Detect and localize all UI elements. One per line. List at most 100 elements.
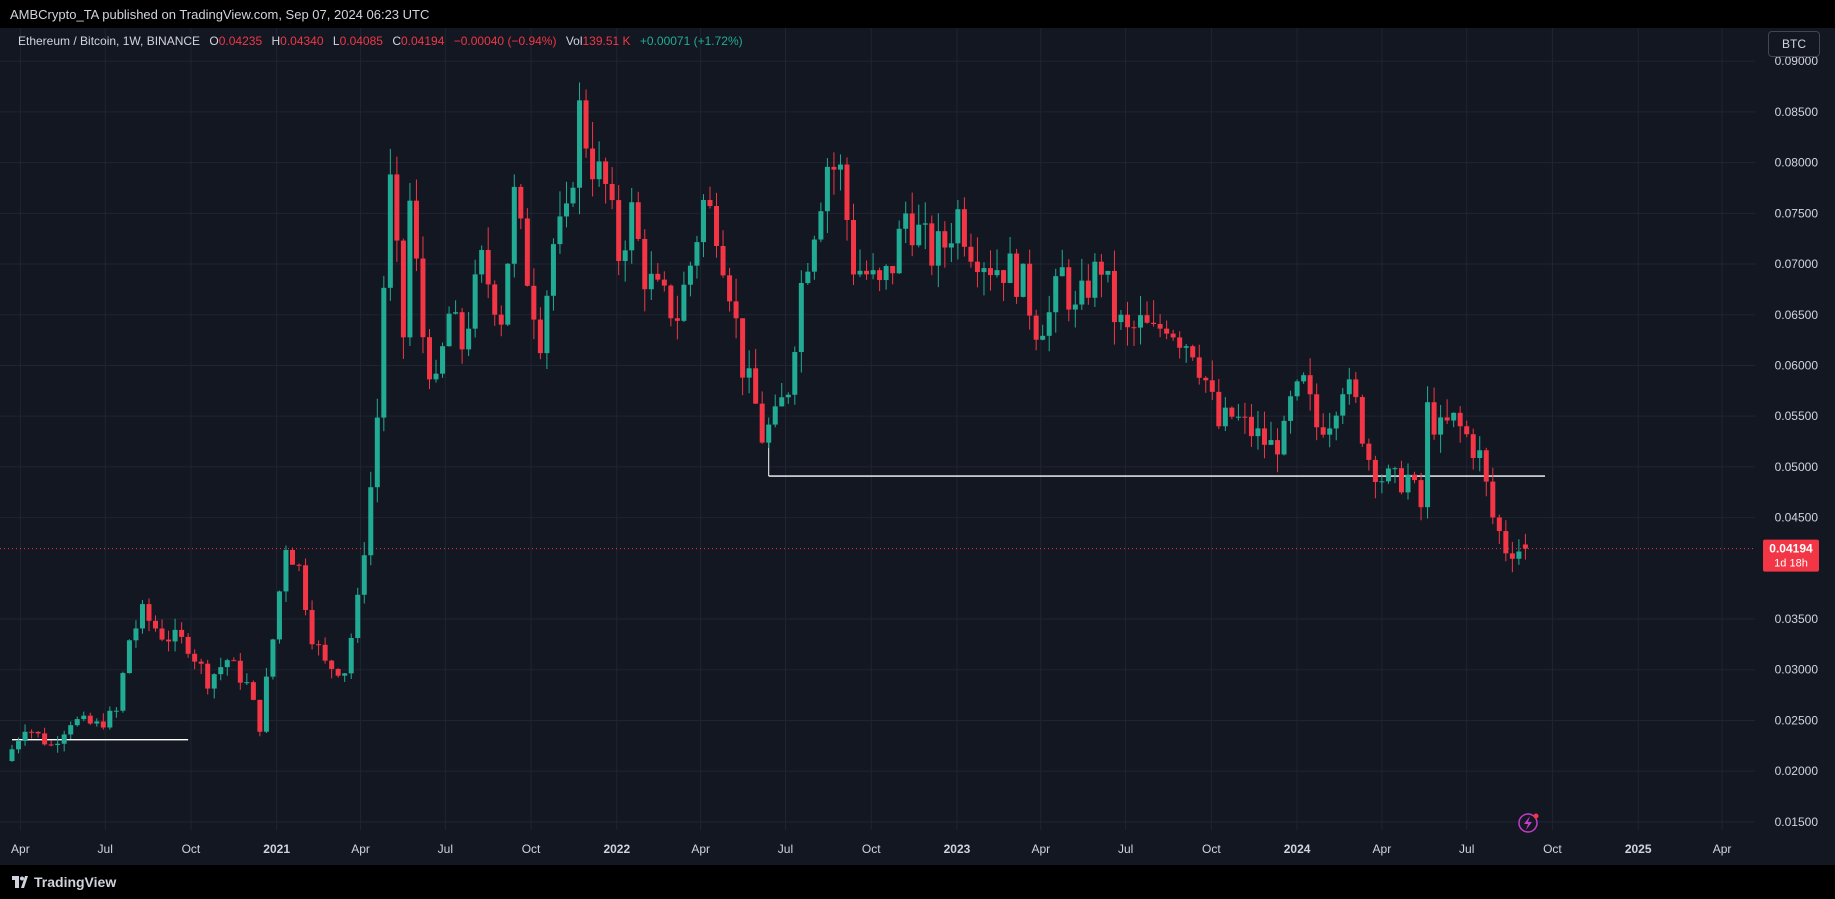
candle-body bbox=[1131, 327, 1137, 329]
candle-body bbox=[400, 240, 406, 338]
candle-body bbox=[146, 604, 152, 621]
y-tick-label: 0.07000 bbox=[1775, 257, 1819, 271]
candle-body bbox=[557, 216, 563, 245]
price-chart[interactable]: 0.09000 0.08500 0.08000 0.07500 0.07000 0.065… bbox=[0, 28, 1835, 865]
candle-body bbox=[1209, 380, 1215, 392]
candle-body bbox=[1098, 261, 1104, 275]
candle-body bbox=[811, 239, 817, 272]
candle-body bbox=[309, 610, 315, 645]
candle-body bbox=[139, 604, 145, 629]
candle-body bbox=[1183, 346, 1189, 348]
candle-body bbox=[433, 373, 439, 380]
candle-body bbox=[948, 243, 954, 248]
price-axis[interactable]: 0.09000 0.08500 0.08000 0.07500 0.07000 0.065… bbox=[1775, 54, 1819, 829]
x-tick-label: Oct bbox=[1202, 842, 1221, 856]
candle-body bbox=[909, 213, 915, 246]
candle-body bbox=[1085, 280, 1091, 298]
candle-body bbox=[74, 719, 80, 726]
candle-body bbox=[413, 200, 419, 259]
y-tick-label: 0.03000 bbox=[1775, 663, 1819, 677]
candle-body bbox=[394, 174, 400, 241]
candle-body bbox=[955, 209, 961, 244]
candle-body bbox=[1033, 315, 1039, 340]
candle-body bbox=[1151, 322, 1157, 325]
y-tick-label: 0.04500 bbox=[1775, 511, 1819, 525]
candle-body bbox=[48, 744, 54, 746]
candle-body bbox=[270, 639, 276, 677]
x-tick-label: Oct bbox=[522, 842, 541, 856]
y-tick-label: 0.02500 bbox=[1775, 713, 1819, 727]
candle-body bbox=[446, 313, 452, 347]
candle-body bbox=[805, 271, 811, 283]
candle-body bbox=[198, 661, 204, 664]
last-price-countdown: 1d 18h bbox=[1774, 558, 1808, 570]
candle-body bbox=[1294, 381, 1300, 397]
candle-body bbox=[472, 274, 478, 329]
x-tick-label: 2024 bbox=[1284, 842, 1311, 856]
currency-button[interactable]: BTC bbox=[1768, 31, 1820, 57]
candle-body bbox=[1451, 412, 1457, 421]
candle-body bbox=[616, 200, 622, 262]
ohlc-legend: Ethereum / Bitcoin, 1W, BINANCE O0.04235… bbox=[18, 34, 743, 48]
candle-body bbox=[550, 244, 556, 296]
x-tick-label: Apr bbox=[11, 842, 30, 856]
candle-body bbox=[218, 667, 224, 675]
candle-body bbox=[1464, 426, 1470, 435]
vol-value: 139.51 K bbox=[582, 34, 631, 48]
candle-body bbox=[1327, 428, 1333, 435]
candle-body bbox=[1346, 379, 1352, 395]
x-tick-label: Jul bbox=[438, 842, 453, 856]
candle-body bbox=[922, 223, 928, 225]
x-tick-label: Jul bbox=[778, 842, 793, 856]
candle-body bbox=[426, 337, 432, 380]
x-tick-label: 2025 bbox=[1625, 842, 1652, 856]
candle-body bbox=[981, 268, 987, 273]
candle-body bbox=[1477, 450, 1483, 458]
symbol-title[interactable]: Ethereum / Bitcoin, 1W, BINANCE bbox=[18, 34, 201, 48]
tradingview-brand[interactable]: TradingView bbox=[12, 874, 116, 890]
time-axis[interactable]: Apr Jul Oct 2021 Apr Jul Oct 2022 Apr Jul Oct 2023 A… bbox=[11, 842, 1731, 856]
candle-body bbox=[1164, 328, 1170, 334]
candle-body bbox=[35, 731, 41, 734]
candle-body bbox=[192, 653, 198, 662]
candle-body bbox=[857, 270, 863, 275]
chart-area[interactable] bbox=[0, 28, 1835, 865]
candle-body bbox=[1105, 270, 1111, 275]
candle-body bbox=[244, 682, 250, 684]
candle-body bbox=[524, 218, 530, 286]
candle-body bbox=[505, 263, 511, 325]
candle-body bbox=[916, 224, 922, 246]
candle-body bbox=[231, 660, 237, 662]
publish-text: AMBCrypto_TA published on TradingView.co… bbox=[10, 6, 430, 22]
candle-body bbox=[407, 200, 413, 338]
candle-body bbox=[596, 161, 602, 180]
candle-body bbox=[798, 282, 804, 353]
candle-body bbox=[1040, 335, 1046, 340]
candle-body bbox=[1235, 416, 1241, 418]
low-value: 0.04085 bbox=[339, 34, 383, 48]
candle-body bbox=[818, 211, 824, 240]
candle-body bbox=[172, 629, 178, 642]
candle-body bbox=[603, 161, 609, 184]
candle-body bbox=[485, 249, 491, 285]
candle-body bbox=[153, 620, 159, 629]
candle-body bbox=[185, 636, 191, 654]
candle-body bbox=[159, 628, 165, 640]
candle-body bbox=[94, 721, 100, 724]
candle-body bbox=[335, 668, 341, 676]
candle-body bbox=[753, 368, 759, 404]
candle-body bbox=[772, 406, 778, 425]
lightning-icon[interactable] bbox=[1518, 813, 1539, 833]
open-value: 0.04235 bbox=[218, 34, 263, 48]
candle-body bbox=[107, 710, 113, 728]
candle-body bbox=[1124, 314, 1130, 328]
candle-body bbox=[1490, 481, 1496, 518]
candle-body bbox=[1425, 402, 1431, 508]
candle-body bbox=[896, 228, 902, 274]
candle-body bbox=[792, 352, 798, 395]
candle-body bbox=[974, 261, 980, 273]
candle-body bbox=[263, 676, 269, 732]
candle-body bbox=[1470, 434, 1476, 458]
vol-label: Vol bbox=[565, 34, 583, 48]
candle-body bbox=[224, 660, 230, 668]
